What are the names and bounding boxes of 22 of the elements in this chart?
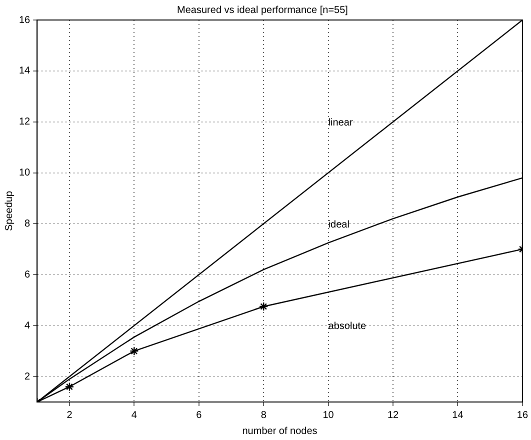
y-tick-label: 2 xyxy=(24,371,31,382)
x-tick-label: 14 xyxy=(452,410,464,421)
text: absolute xyxy=(328,320,367,332)
y-tick-label: 12 xyxy=(19,116,31,128)
y-axis-title: Speedup xyxy=(4,190,15,232)
x-tick-label: 16 xyxy=(516,410,528,421)
y-tick-label: 4 xyxy=(24,320,31,332)
y-tick-label: 6 xyxy=(24,269,31,280)
y-tick-label: 8 xyxy=(24,218,31,230)
y-tick-label: 16 xyxy=(19,14,31,26)
series-label: linear xyxy=(328,118,354,129)
y-tick-label: 10 xyxy=(19,168,31,179)
y-tick-label: 14 xyxy=(19,66,31,77)
x-tick-label: 4 xyxy=(131,410,138,421)
x-axis-title: number of nodes xyxy=(242,426,318,437)
x-tick-label: 6 xyxy=(196,410,202,421)
x-tick-label: 12 xyxy=(387,410,400,421)
x-tick-label: 10 xyxy=(322,410,334,421)
chart-title: Measured vs ideal performance [n=55] xyxy=(177,4,348,16)
x-tick-label: 8 xyxy=(260,410,267,421)
x-tick-label: 2 xyxy=(66,410,73,421)
series-label: ideal xyxy=(328,220,350,231)
